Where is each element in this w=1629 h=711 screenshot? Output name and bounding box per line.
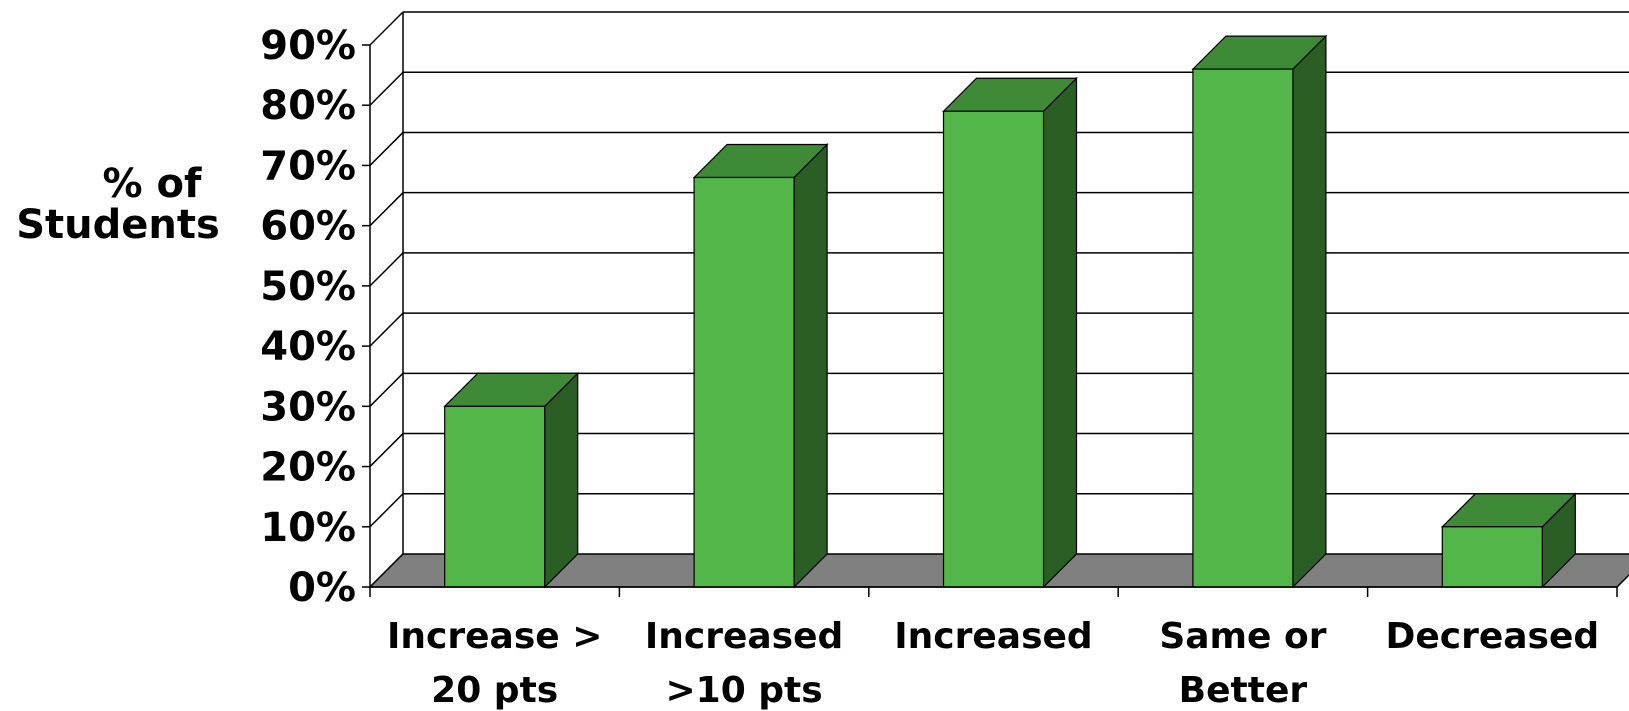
chart-axes [362, 12, 1618, 597]
y-tick-label: 50% [260, 264, 356, 310]
bar-side [1292, 34, 1327, 589]
bar-side [1042, 76, 1078, 589]
bar [443, 371, 580, 589]
x-tick-label-line: Better [1179, 670, 1308, 711]
y-axis-title-line: Students [16, 202, 220, 248]
x-tick-label: Same or Better [1159, 616, 1326, 711]
gridline-diagonal [369, 131, 404, 166]
chart-labels: 0% 10% 20% 30% 40% 50% 60% 70% 80% 90% Increase > 2… [16, 23, 1599, 711]
gridline-diagonal [369, 493, 404, 528]
gridline-diagonal [369, 433, 404, 468]
x-tick-label-line: 20 pts [431, 670, 558, 711]
y-tick-label: 0% [288, 565, 356, 611]
x-tick-label: Decreased [1385, 616, 1599, 657]
y-tick-label: 10% [260, 505, 356, 551]
bar-front [1441, 526, 1543, 588]
gridline-diagonal [369, 312, 404, 347]
gridline-diagonal [369, 252, 404, 287]
x-tick-label-line: Increased [645, 616, 843, 657]
x-tick-label-line: Decreased [1385, 616, 1599, 657]
gridline-diagonal [369, 11, 404, 46]
bar-side [544, 371, 579, 589]
bar-side [793, 143, 828, 589]
bar-front [942, 110, 1045, 588]
x-tick-label: Increased [894, 616, 1092, 657]
y-tick-label: 20% [260, 445, 356, 491]
y-tick-label: 90% [260, 23, 356, 69]
y-tick-label: 70% [260, 143, 356, 189]
gridline-diagonal [369, 372, 404, 407]
bar [692, 143, 829, 589]
gridline-diagonal [369, 71, 404, 106]
y-tick-label: 30% [260, 384, 356, 430]
x-tick-label: Increase > 20 pts [387, 616, 602, 711]
bar-front [693, 176, 795, 588]
x-tick-label-line: Increase > [387, 616, 602, 657]
x-tick-label-line: >10 pts [665, 670, 822, 711]
y-axis-title-line: % of [103, 161, 202, 207]
y-tick-label: 80% [260, 83, 356, 129]
bar [1440, 492, 1577, 589]
x-tick-label: Increased >10 pts [645, 616, 843, 711]
y-axis-title: % of Students [16, 161, 220, 248]
bar [942, 76, 1078, 589]
x-tick-label-line: Same or [1159, 616, 1326, 657]
x-tick-label-line: Increased [894, 616, 1092, 657]
chart-bars [443, 34, 1577, 589]
bar [1191, 34, 1328, 589]
gridline-diagonal [369, 192, 404, 227]
bar-front [1192, 68, 1294, 588]
bar-front [444, 405, 546, 588]
y-tick-label: 60% [260, 204, 356, 250]
y-tick-label: 40% [260, 324, 356, 370]
